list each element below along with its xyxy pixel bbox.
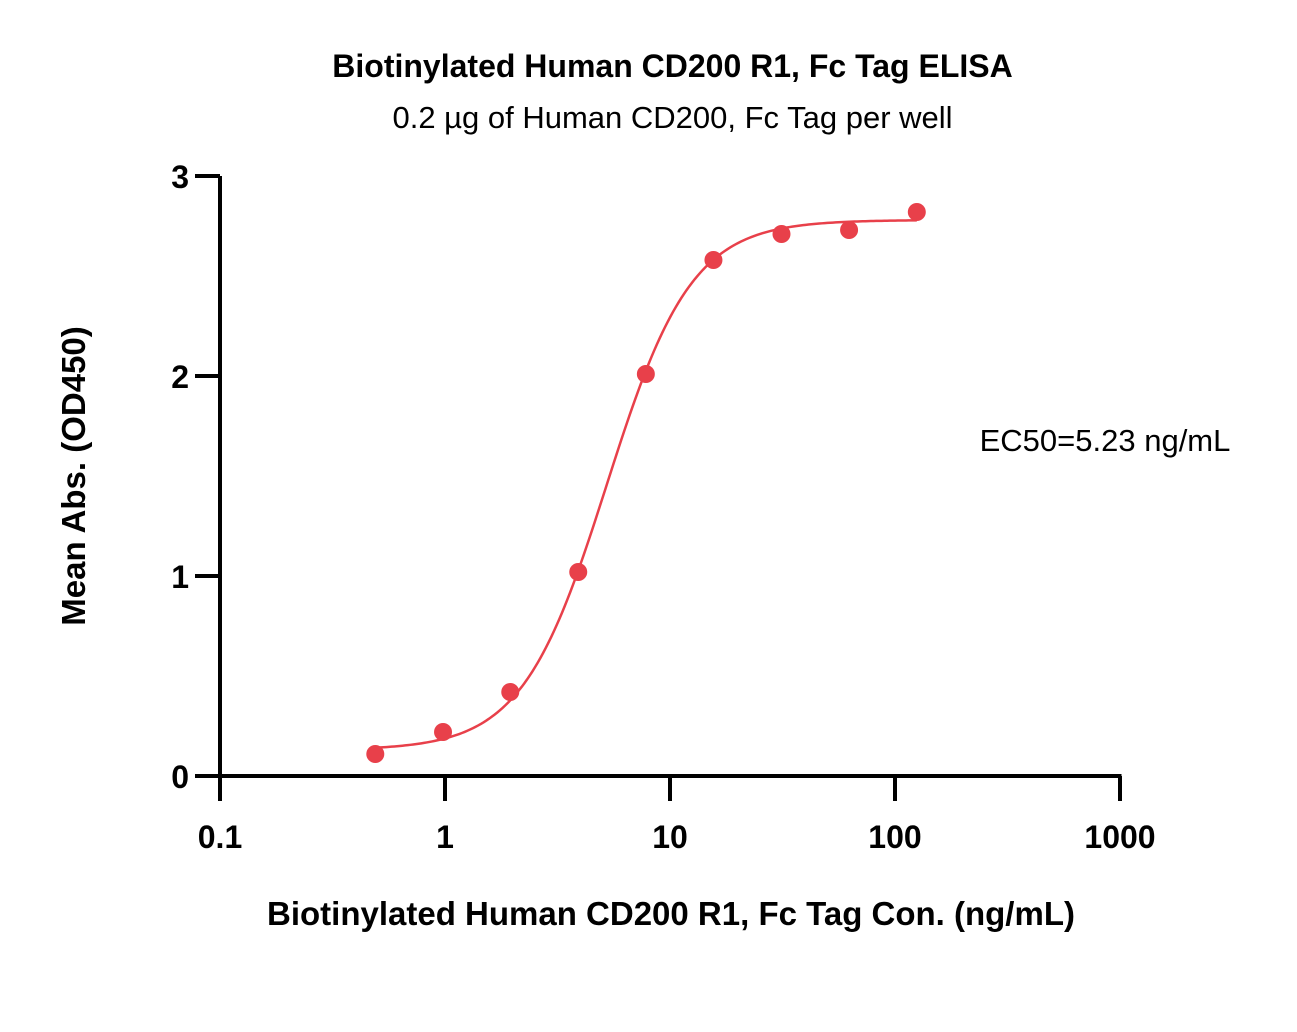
data-points [366, 203, 926, 763]
data-point [840, 221, 859, 239]
data-point [569, 563, 588, 581]
data-point [366, 745, 385, 763]
y-tick-label: 3 [171, 159, 189, 195]
y-tick-label: 2 [171, 359, 189, 395]
fit-curve [375, 219, 917, 749]
y-tick-label: 1 [171, 559, 189, 595]
x-axis-label: Biotinylated Human CD200 R1, Fc Tag Con.… [267, 895, 1075, 932]
axes: 0.1 1 10 100 1000 0 1 2 3 [171, 159, 1155, 855]
data-point [636, 365, 655, 383]
data-point [501, 683, 520, 701]
x-tick-label: 0.1 [198, 819, 242, 855]
data-point [907, 203, 926, 221]
y-axis-label: Mean Abs. (OD450) [55, 326, 92, 626]
x-tick-label: 10 [652, 819, 688, 855]
data-point [704, 251, 723, 269]
axis-labels: Biotinylated Human CD200 R1, Fc Tag Con.… [55, 326, 1230, 932]
data-point [772, 225, 791, 243]
fit-curve-group [375, 219, 917, 749]
data-point [434, 723, 453, 741]
ec50-annotation: EC50=5.23 ng/mL [980, 423, 1231, 458]
chart-subtitle: 0.2 µg of Human CD200, Fc Tag per well [392, 100, 953, 135]
x-tick-label: 100 [868, 819, 921, 855]
x-tick-label: 1000 [1084, 819, 1155, 855]
chart-title: Biotinylated Human CD200 R1, Fc Tag ELIS… [332, 48, 1013, 84]
y-tick-label: 0 [171, 759, 189, 795]
x-tick-label: 1 [436, 819, 454, 855]
